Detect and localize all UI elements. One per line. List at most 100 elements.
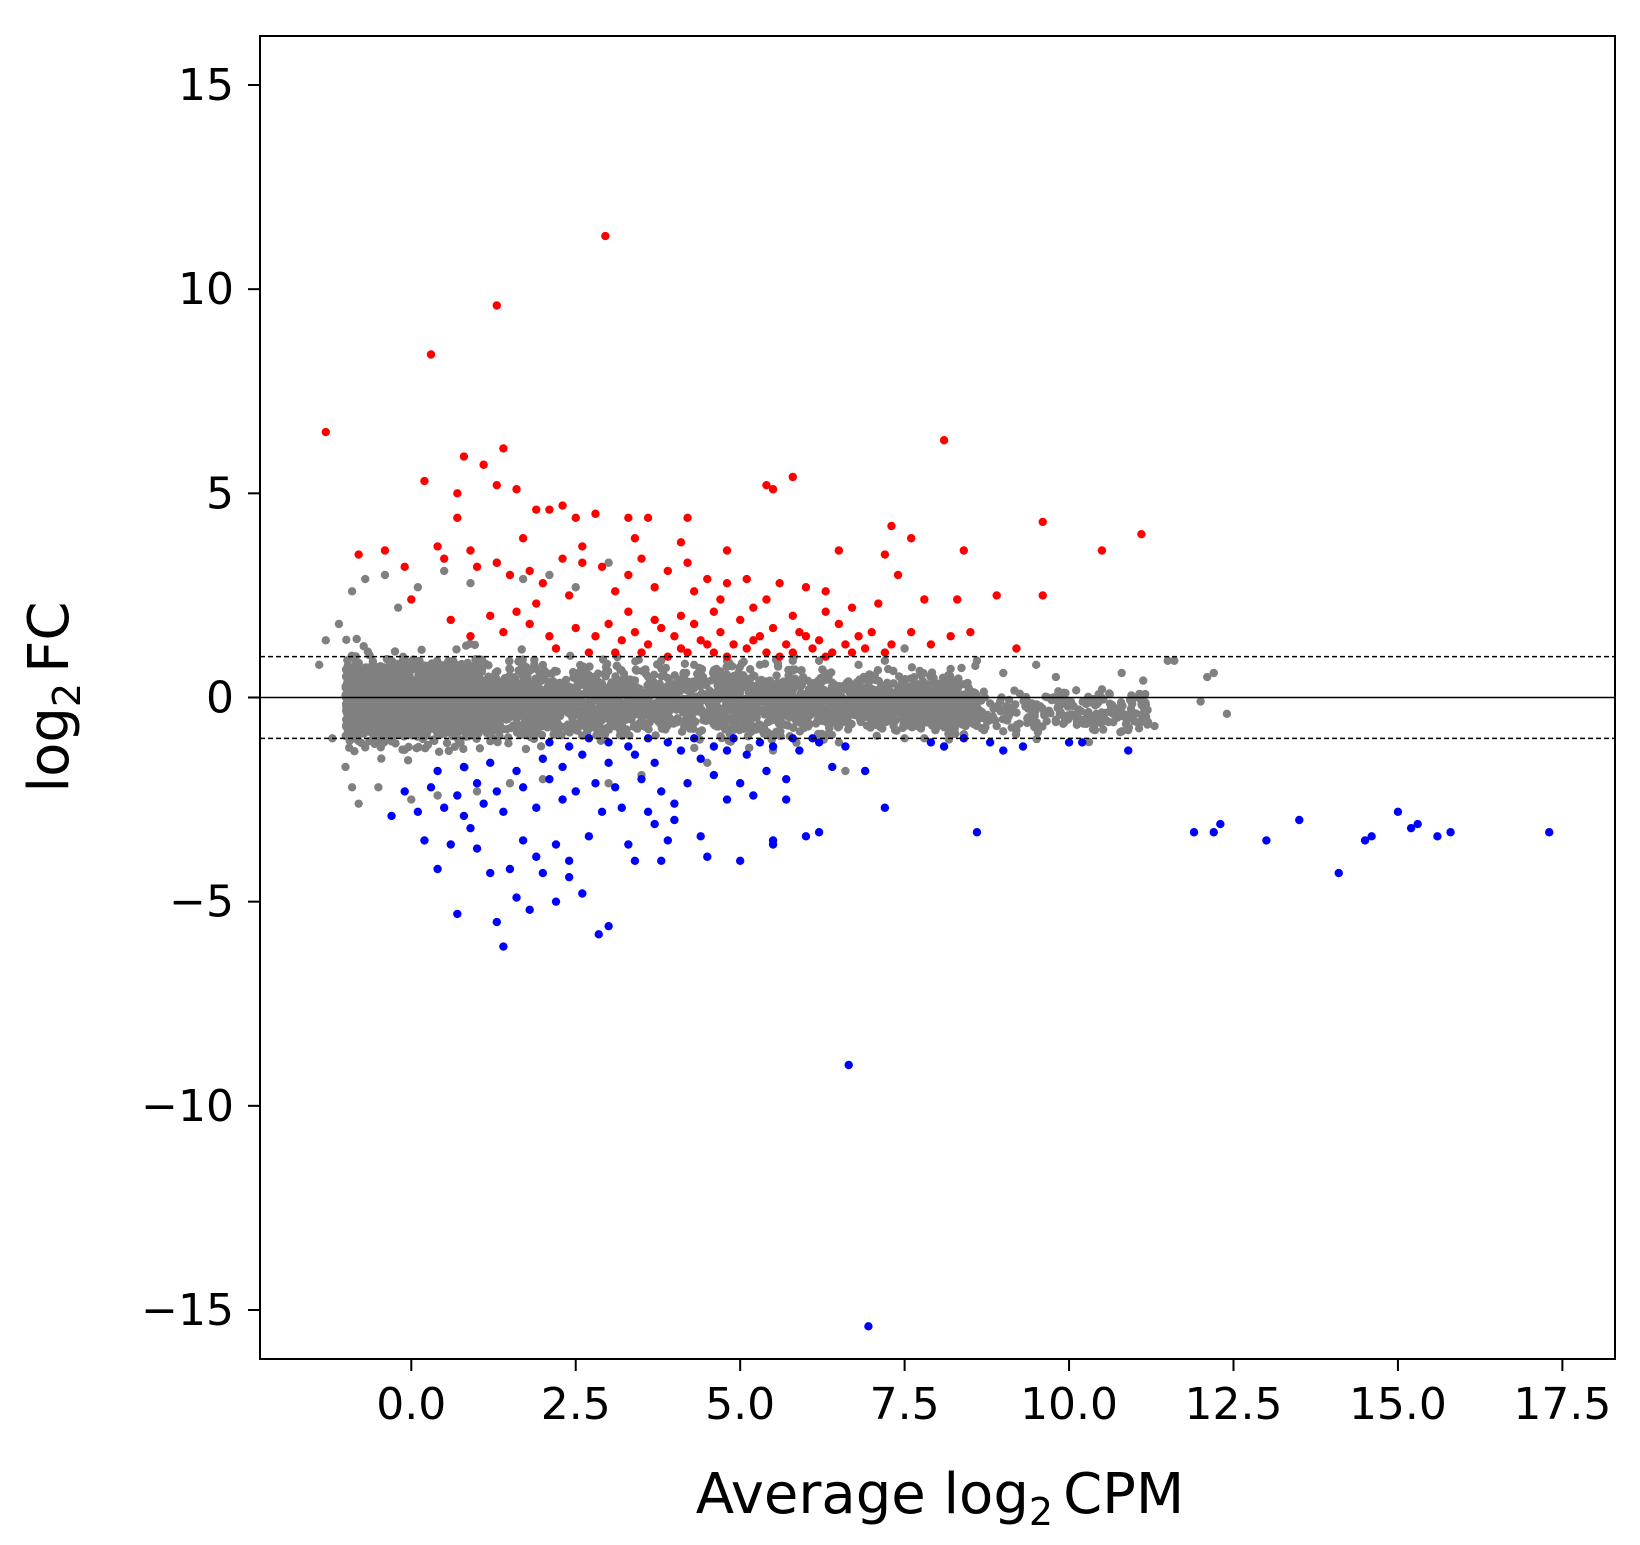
gray-point [413,583,423,592]
gray-point [521,744,531,754]
down-point [643,807,653,817]
gray-point [562,686,571,695]
gray-point [408,683,417,693]
down-point [591,779,600,788]
down-point [545,774,554,784]
gray-point [403,756,413,765]
down-point [532,852,541,861]
gray-point [689,660,699,670]
gray-point [803,722,813,731]
up-point [966,627,975,637]
gray-point [367,696,376,705]
gray-point [535,699,544,709]
up-point [834,546,844,555]
gray-point [493,709,503,718]
down-point [755,738,765,747]
up-point [551,644,561,653]
up-point [538,578,548,588]
gray-point [500,674,510,683]
up-series [321,231,1146,661]
gray-point [463,689,472,698]
gray-point [681,707,690,716]
y-tick-label: −5 [169,877,234,928]
up-point [525,619,534,629]
gray-point [651,682,660,691]
up-point [847,648,857,657]
down-point [604,738,613,747]
gray-point [756,695,765,704]
gray-point [1022,718,1032,728]
down-point [1393,807,1403,817]
down-point [801,832,811,841]
gray-point [777,680,786,689]
down-point [446,840,455,849]
up-point [893,570,903,580]
gray-point [678,694,688,704]
up-point [321,427,330,437]
gray-point [398,745,407,754]
gray-point [555,678,564,688]
down-point [459,811,469,821]
y-tick-label: 0 [206,673,234,724]
down-point [1216,819,1225,829]
gray-point [761,681,770,691]
gray-point [591,720,601,730]
up-point [716,595,725,604]
gray-point [480,706,489,715]
gray-point [908,696,918,705]
gray-point [568,708,577,717]
up-point [571,513,580,523]
down-point [1189,828,1199,837]
gray-point [709,675,718,684]
down-point [400,787,409,796]
gray-point [514,657,523,666]
gray-point [360,716,369,725]
gray-point [680,722,689,731]
gray-point [417,645,426,654]
gray-point [902,686,911,696]
up-point [768,485,778,494]
up-point [650,583,659,592]
up-point [854,632,863,641]
gray-point [1032,734,1041,744]
x-tick-label: 10.0 [1020,1379,1118,1430]
up-point [624,513,633,523]
gray-point [908,686,918,695]
gray-point [509,721,518,730]
down-point [604,758,613,768]
gray-point [380,570,390,580]
up-point [874,599,883,608]
up-point [407,595,416,604]
down-point [499,942,508,951]
down-point [578,750,587,759]
up-point [400,562,409,572]
up-point [380,546,390,555]
up-point [564,591,574,600]
gray-point [657,656,666,665]
gray-point [581,700,590,710]
gray-point [709,703,718,713]
gray-point [791,675,800,684]
gray-point [1084,737,1094,747]
x-tick-label: 0.0 [376,1379,446,1430]
down-point [650,758,659,768]
gray-point [1009,707,1018,716]
down-point [814,828,824,837]
x-axis-label-pre: Average log [696,1462,1029,1527]
up-point [676,611,686,621]
gray-point [1032,700,1041,709]
up-point [1012,644,1021,653]
gray-point [473,692,482,701]
gray-point [387,715,396,725]
up-point [906,534,916,543]
up-point [775,652,784,661]
gray-point [446,712,456,721]
gray-point [466,662,475,671]
up-point [604,619,613,629]
gray-point [798,703,807,712]
gray-point [675,687,684,696]
down-point [624,742,633,751]
y-axis-label-pre: log [17,707,82,792]
gray-point [702,680,711,690]
